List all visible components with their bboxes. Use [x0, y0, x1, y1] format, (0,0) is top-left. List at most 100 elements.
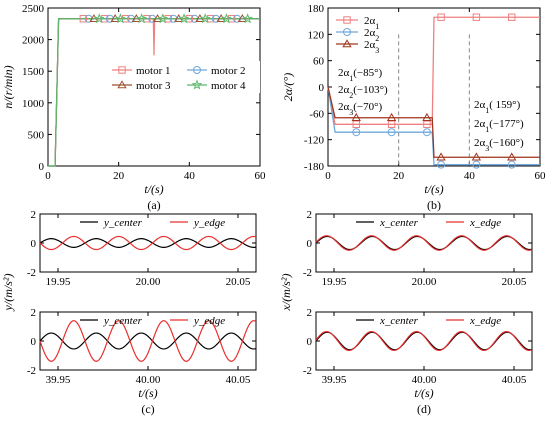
y-axis-label: x/(m/s²)	[279, 274, 293, 312]
x-tick-label: 19.95	[322, 276, 347, 288]
y-tick-label: 0	[31, 336, 37, 348]
legend-background	[110, 61, 260, 93]
series-marker-2α3	[386, 112, 397, 122]
legend-label: x_center	[379, 217, 419, 229]
series-line-y_edge	[39, 235, 257, 251]
y-tick-label: 2	[307, 209, 313, 221]
series-marker-2α1	[437, 13, 445, 21]
series-marker-2α2	[507, 160, 516, 169]
annotation-right: 2α3(−160°)	[474, 137, 524, 153]
legend-label: y_center	[103, 217, 143, 229]
legend-marker	[191, 79, 203, 90]
x-tick-label: 0	[325, 170, 331, 182]
y-tick-label: 0	[31, 238, 37, 250]
legend-label: y_edge	[193, 315, 225, 327]
series-line-x_edge	[315, 330, 533, 352]
y-tick-label: 2500	[22, 3, 45, 15]
y-tick-label: 2000	[22, 35, 45, 47]
panel-caption: (c)	[141, 402, 154, 416]
series-line-y_center	[39, 332, 257, 350]
y-tick-label: -180	[304, 161, 325, 173]
annotation-right: 2α1(−177°)	[474, 118, 524, 134]
x-tick-label: 60	[535, 170, 547, 182]
annotation-left: 2α3(−70°)	[338, 101, 383, 117]
series-marker-2α2	[422, 128, 431, 137]
series-marker-2α3	[422, 112, 432, 122]
panel-d-top: 19.95 20.00 20.05 2 0 -2 x_center x_edge	[303, 209, 533, 288]
series-marker-2α3	[351, 112, 361, 122]
legend-label: motor 1	[136, 65, 171, 77]
legend-label: 2α2	[364, 27, 379, 43]
legend-label: x_center	[379, 315, 419, 327]
y-tick-label: 2	[31, 307, 37, 319]
legend-label: motor 4	[211, 80, 246, 92]
series-line-2α3	[327, 86, 540, 158]
series-marker-2α2	[352, 128, 361, 137]
x-tick-label: 60	[255, 170, 267, 182]
y-tick-label: 0	[307, 336, 313, 348]
legend-marker	[193, 66, 201, 74]
y-axis-label: y/(m/s²)	[1, 274, 15, 312]
x-tick-label: 40.00	[136, 374, 161, 386]
x-tick-label: 40	[464, 170, 476, 182]
series-marker-2α3	[507, 152, 517, 161]
x-tick-label: 20.05	[502, 276, 527, 288]
panel-c-top: 19.95 20.00 20.05 2 0 -2 y_center y_edge	[27, 209, 257, 288]
x-tick-label: 40.05	[502, 374, 527, 386]
series-marker-2α1	[508, 13, 516, 21]
legend-marker	[343, 28, 351, 36]
legend-marker	[117, 80, 127, 89]
y-tick-label: -2	[27, 365, 36, 377]
series-marker-2α2	[472, 160, 481, 169]
x-tick-label: 0	[45, 170, 51, 182]
x-tick-label: 20.00	[412, 276, 437, 288]
x-axis-label: t/(s)	[138, 386, 157, 400]
legend-label: motor 2	[211, 65, 246, 77]
y-tick-label: 120	[308, 29, 325, 41]
y-tick-label: 2	[31, 209, 37, 221]
series-marker-2α1	[423, 120, 431, 129]
panel-caption: (d)	[417, 402, 431, 416]
x-tick-label: 19.95	[46, 276, 71, 288]
y-tick-label: -60	[309, 108, 324, 120]
y-tick-label: 0	[319, 82, 325, 94]
x-tick-label: 20	[113, 170, 125, 182]
y-tick-label: -120	[304, 135, 325, 147]
series-marker-2α3	[436, 152, 446, 161]
series-marker-motor-4	[242, 13, 253, 24]
panel-d-bottom: 39.95 40.00 40.05 2 0 -2 x_center x_edge t/(s) (d…	[303, 307, 533, 416]
y-tick-label: 2	[307, 307, 313, 319]
x-tick-label: 40	[184, 170, 196, 182]
series-line-x_edge	[315, 235, 533, 251]
y-tick-label: 0	[39, 161, 45, 173]
y-tick-label: 180	[308, 3, 325, 15]
series-line-y_edge	[39, 320, 257, 362]
y-tick-label: 60	[313, 56, 325, 68]
series-marker-2α1	[387, 120, 396, 129]
series-marker-2α2	[437, 160, 446, 169]
x-tick-label: 20.00	[136, 276, 161, 288]
series-marker-2α2	[387, 128, 396, 137]
panel-c-bottom: 39.95 40.00 40.05 2 0 -2 y_center y_edge t/(s) (c…	[27, 307, 257, 416]
y-axis-label: 2α/(°)	[281, 73, 295, 101]
legend-label: x_edge	[469, 217, 501, 229]
legend-label: 2α1	[364, 15, 379, 31]
series-marker-2α1	[472, 13, 481, 21]
series-marker-motor-4	[115, 13, 126, 24]
x-tick-label: 39.95	[322, 374, 347, 386]
x-tick-label: 40.00	[412, 374, 437, 386]
y-tick-label: 1500	[22, 66, 45, 78]
series-marker-2α3	[471, 152, 482, 161]
panel-caption: (a)	[147, 198, 160, 212]
x-tick-label: 20.05	[226, 276, 251, 288]
y-tick-label: 0	[307, 238, 313, 250]
legend-label: x_edge	[469, 315, 501, 327]
legend-label: y_edge	[193, 217, 225, 229]
series-marker-2α1	[352, 120, 360, 129]
series-marker-motor-4	[199, 13, 211, 24]
legend-marker	[342, 39, 352, 48]
x-axis-label: t/(s)	[424, 182, 443, 196]
x-tick-label: 40.05	[226, 374, 251, 386]
y-tick-label: -2	[303, 365, 312, 377]
